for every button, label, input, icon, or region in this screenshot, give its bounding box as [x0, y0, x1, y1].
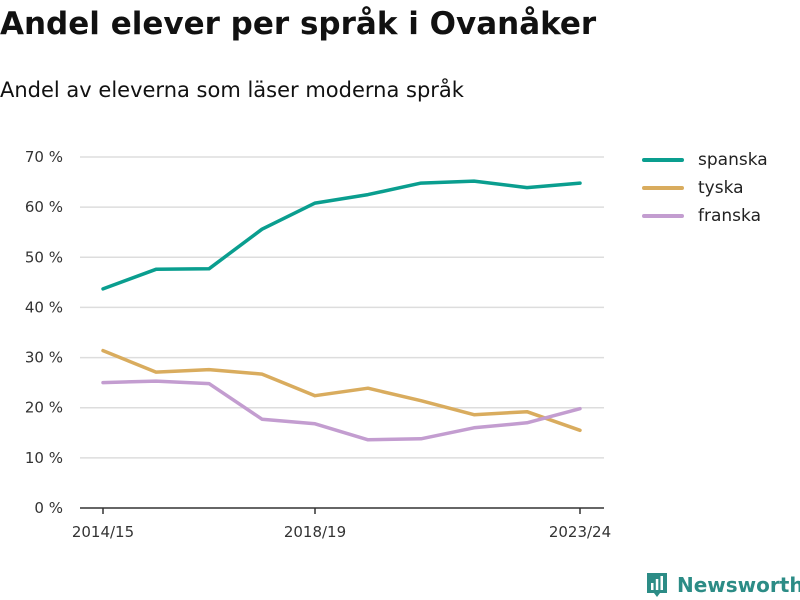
series-line-spanska	[101, 179, 582, 291]
brand-name: Newsworthy	[677, 573, 800, 597]
y-tick-label: 60 %	[25, 198, 63, 216]
legend-label: tyska	[698, 178, 744, 198]
x-tick-label: 2014/15	[72, 523, 134, 541]
legend-item-tyska: tyska	[642, 174, 768, 202]
brand: Newsworthy	[645, 571, 800, 599]
series-line-franska	[101, 379, 582, 442]
y-tick-label: 30 %	[25, 349, 63, 367]
legend-item-spanska: spanska	[642, 146, 768, 174]
legend-item-franska: franska	[642, 202, 768, 230]
x-tick-label: 2018/19	[284, 523, 346, 541]
newsworthy-logo-icon	[647, 573, 667, 597]
legend-swatch	[642, 214, 684, 218]
x-tick-label: 2023/24	[549, 523, 611, 541]
chart-title: Andel elever per språk i Ovanåker	[0, 6, 597, 42]
legend-label: spanska	[698, 150, 768, 170]
series-line-tyska	[101, 348, 582, 433]
y-tick-label: 50 %	[25, 248, 63, 266]
chart-subtitle: Andel av eleverna som läser moderna språ…	[0, 78, 464, 102]
y-tick-label: 40 %	[25, 298, 63, 316]
legend-swatch	[642, 158, 684, 162]
y-tick-label: 20 %	[25, 399, 63, 417]
y-tick-label: 0 %	[34, 499, 63, 517]
legend-swatch	[642, 186, 684, 190]
y-tick-label: 10 %	[25, 449, 63, 467]
y-tick-label: 70 %	[25, 148, 63, 166]
legend-label: franska	[698, 206, 761, 226]
chart-legend: spanska tyska franska	[642, 146, 768, 230]
